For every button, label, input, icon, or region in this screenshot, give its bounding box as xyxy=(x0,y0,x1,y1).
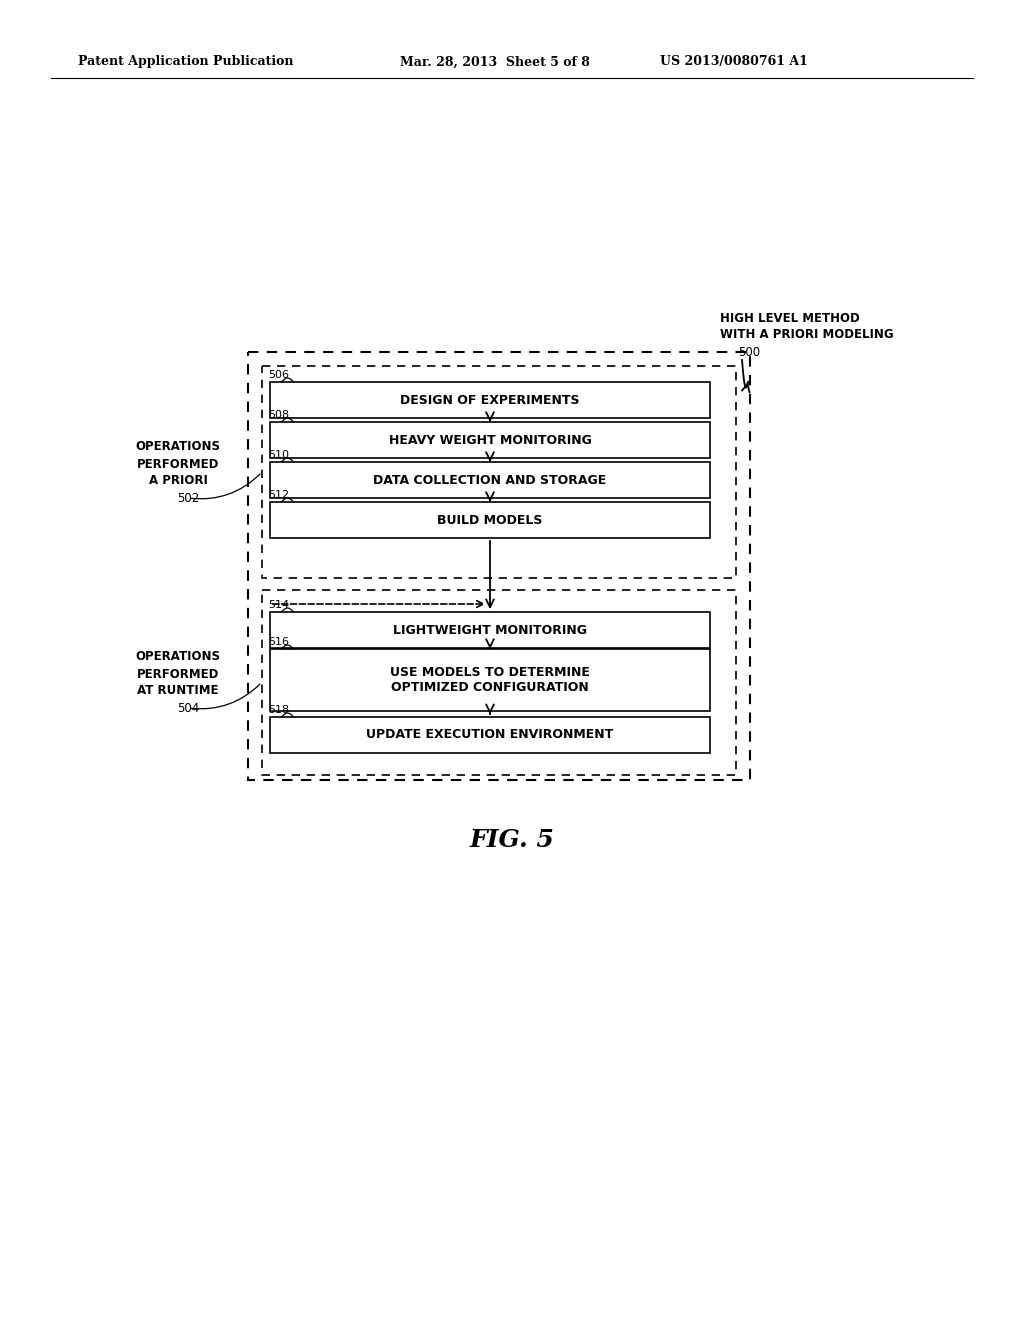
Bar xyxy=(248,352,750,780)
Text: 506: 506 xyxy=(268,370,289,380)
Bar xyxy=(270,502,710,539)
Bar xyxy=(262,590,736,775)
Bar xyxy=(270,717,710,752)
Text: WITH A PRIORI MODELING: WITH A PRIORI MODELING xyxy=(720,327,894,341)
Text: 512: 512 xyxy=(268,490,289,500)
Text: 508: 508 xyxy=(268,411,289,420)
Text: 518: 518 xyxy=(268,705,289,715)
Bar xyxy=(270,462,710,498)
Bar xyxy=(270,381,710,418)
Bar xyxy=(270,649,710,711)
Text: DATA COLLECTION AND STORAGE: DATA COLLECTION AND STORAGE xyxy=(374,474,606,487)
Text: 504: 504 xyxy=(177,701,199,714)
Text: 514: 514 xyxy=(268,601,289,610)
Text: HEAVY WEIGHT MONITORING: HEAVY WEIGHT MONITORING xyxy=(388,433,592,446)
Text: Patent Application Publication: Patent Application Publication xyxy=(78,55,294,69)
Text: PERFORMED: PERFORMED xyxy=(137,668,219,681)
Text: OPERATIONS: OPERATIONS xyxy=(135,651,220,664)
Text: LIGHTWEIGHT MONITORING: LIGHTWEIGHT MONITORING xyxy=(393,623,587,636)
Text: 516: 516 xyxy=(268,638,289,647)
Text: 500: 500 xyxy=(738,346,760,359)
Text: DESIGN OF EXPERIMENTS: DESIGN OF EXPERIMENTS xyxy=(400,393,580,407)
Text: US 2013/0080761 A1: US 2013/0080761 A1 xyxy=(660,55,808,69)
Text: OPERATIONS: OPERATIONS xyxy=(135,441,220,454)
Text: FIG. 5: FIG. 5 xyxy=(470,828,554,851)
Bar xyxy=(270,422,710,458)
Bar xyxy=(262,366,736,578)
Text: PERFORMED: PERFORMED xyxy=(137,458,219,470)
Text: HIGH LEVEL METHOD: HIGH LEVEL METHOD xyxy=(720,312,860,325)
Text: UPDATE EXECUTION ENVIRONMENT: UPDATE EXECUTION ENVIRONMENT xyxy=(367,729,613,742)
Bar xyxy=(270,612,710,648)
Text: USE MODELS TO DETERMINE
OPTIMIZED CONFIGURATION: USE MODELS TO DETERMINE OPTIMIZED CONFIG… xyxy=(390,667,590,694)
Text: 510: 510 xyxy=(268,450,289,459)
Text: BUILD MODELS: BUILD MODELS xyxy=(437,513,543,527)
Text: A PRIORI: A PRIORI xyxy=(148,474,208,487)
Text: Mar. 28, 2013  Sheet 5 of 8: Mar. 28, 2013 Sheet 5 of 8 xyxy=(400,55,590,69)
Text: AT RUNTIME: AT RUNTIME xyxy=(137,685,219,697)
Text: 502: 502 xyxy=(177,491,199,504)
